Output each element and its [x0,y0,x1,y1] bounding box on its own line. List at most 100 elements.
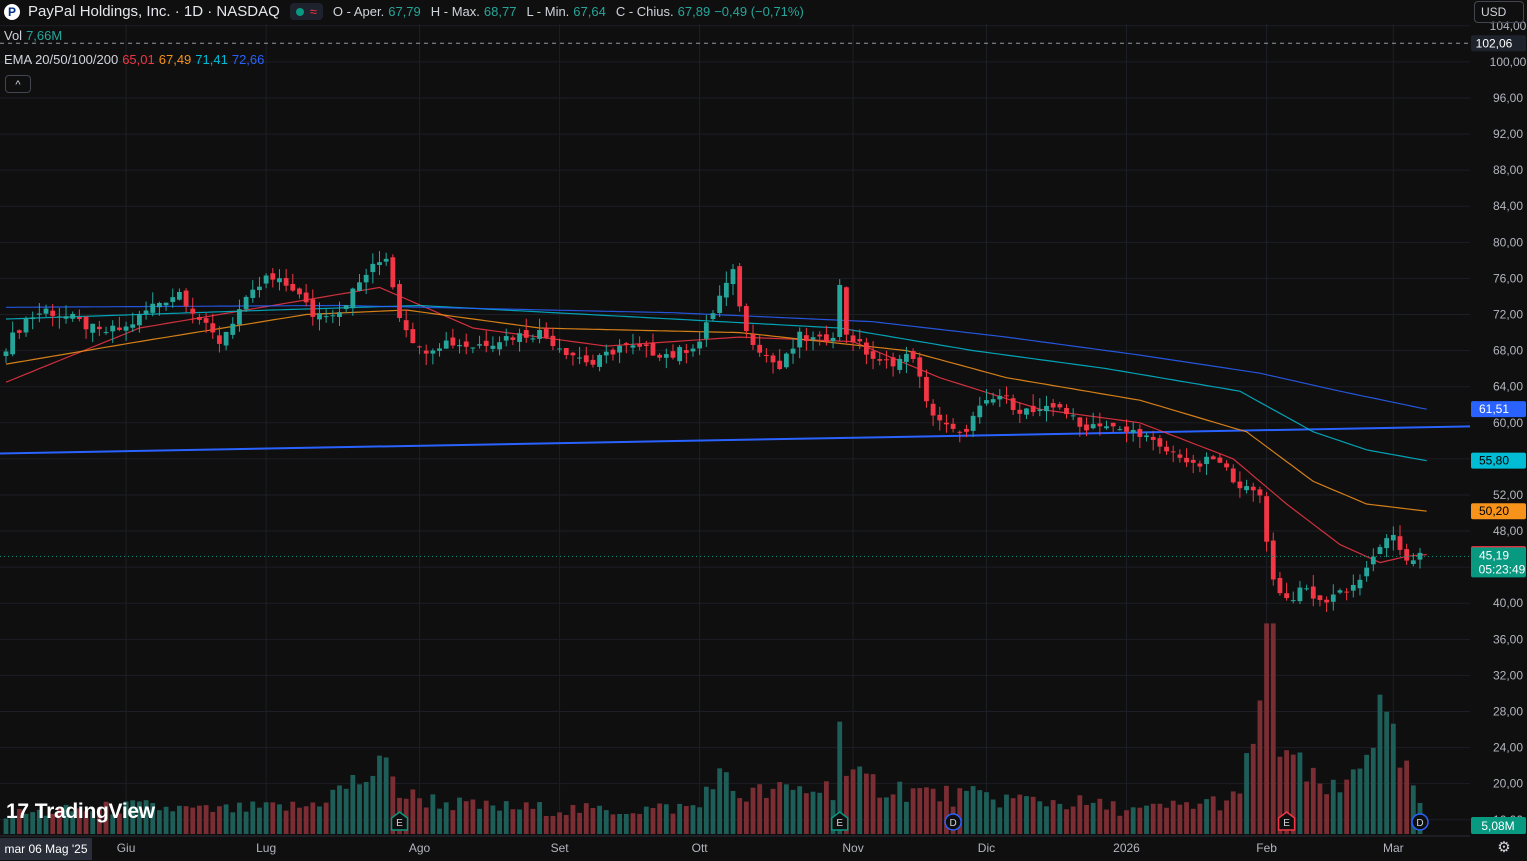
tradingview-mark-icon: 17 [6,800,29,823]
volume-bar [577,812,583,834]
ohlc-high-value: 68,77 [483,4,517,19]
volume-bar [1324,794,1330,834]
volume-bar [743,801,749,834]
candle-body [577,357,583,359]
volume-bar [817,792,823,834]
volume-bar [717,768,723,834]
volume-bar [1217,810,1223,834]
candle-body [390,257,396,288]
candle-body [330,315,336,317]
candle-body [690,348,696,352]
volume-bar [370,775,376,834]
currency-selector[interactable]: USD [1474,1,1524,23]
candle-body [670,351,676,358]
volume-bar [1030,796,1036,834]
candle-body [990,399,996,403]
volume-bar [910,788,916,834]
candle-body [977,405,983,418]
price-axis-label: 20,00 [1493,777,1523,791]
time-axis-label: 2026 [1113,841,1140,855]
event-label: D [949,818,956,829]
volume-bar [737,798,743,834]
volume-bar [570,805,576,834]
ohlc-close-label: C - Chius. [615,4,674,19]
candle-body [730,269,736,285]
candle-body [263,275,269,284]
volume-bar [697,807,703,834]
candle-body [350,288,356,309]
volume-bar [537,802,542,834]
candle-body [497,342,502,350]
price-tag-label: 61,51 [1479,402,1509,416]
candle-body [103,332,109,334]
volume-bar [423,807,429,834]
candle-body [517,333,522,343]
candle-body [183,290,189,307]
market-status-pill[interactable]: ≈ [289,3,323,20]
volume-bar [857,766,863,834]
volume-bar [390,776,396,834]
gear-icon[interactable]: ⚙ [1497,839,1511,856]
earnings-marker [1277,811,1296,831]
candle-body [830,337,836,342]
volume-bar [1277,756,1283,834]
collapse-legend-button[interactable]: ^ [5,75,31,93]
volume-bar [297,807,302,834]
volume-bar [750,787,756,834]
candle-body [857,339,863,342]
volume-tag [1471,817,1526,834]
candle-body [1190,459,1196,463]
candle-body [1350,584,1356,591]
candle-body [643,344,649,346]
volume-bar [623,814,629,834]
volume-bar [1177,804,1183,834]
volume-bar [350,774,356,834]
candle-body [170,297,176,302]
volume-bar [1037,801,1043,834]
candle-body [317,313,322,320]
candle-body [1210,456,1216,460]
candle-body [377,262,382,265]
candle-body [190,308,196,314]
candle-body [450,337,456,346]
candle-body [1104,426,1109,429]
volume-bar [810,791,816,834]
candle-body [810,337,816,340]
volume-bar [317,806,322,834]
volume-bar [1084,804,1089,834]
candle-body [757,344,763,353]
volume-bar [477,808,482,834]
candle-body [463,341,469,347]
candle-body [930,403,936,416]
candle-body [410,329,416,344]
volume-bar [43,815,49,834]
candle-body [843,287,849,335]
price-axis-label: 92,00 [1493,127,1523,141]
volume-bar [1244,753,1249,834]
volume-bar [1410,785,1416,834]
candle-body [610,349,616,355]
candle-body [1124,426,1129,432]
candle-body [1404,549,1410,561]
volume-bar [1197,803,1203,834]
price-tag [1471,547,1526,578]
volume-legend[interactable]: Vol 7,66M [4,28,62,43]
candle-body [1410,560,1416,564]
candle-body [217,335,222,344]
volume-bar [96,807,102,834]
volume-bar [590,807,596,834]
volume-bar [617,813,623,834]
candle-body [343,305,349,310]
volume-bar [930,788,936,834]
price-axis-label: 52,00 [1493,488,1523,502]
candle-body [1217,457,1223,463]
ema-legend[interactable]: EMA 20/50/100/200 65,01 67,49 71,41 72,6… [4,52,264,67]
tradingview-logo[interactable]: 17 TradingView [6,800,155,824]
volume-bar [1190,808,1196,834]
symbol-title[interactable]: PayPal Holdings, Inc. · 1D · NASDAQ [28,3,280,20]
candle-body [957,431,963,433]
candle-body [163,302,169,306]
ema200-value: 72,66 [231,52,265,67]
candle-body [1377,547,1383,554]
